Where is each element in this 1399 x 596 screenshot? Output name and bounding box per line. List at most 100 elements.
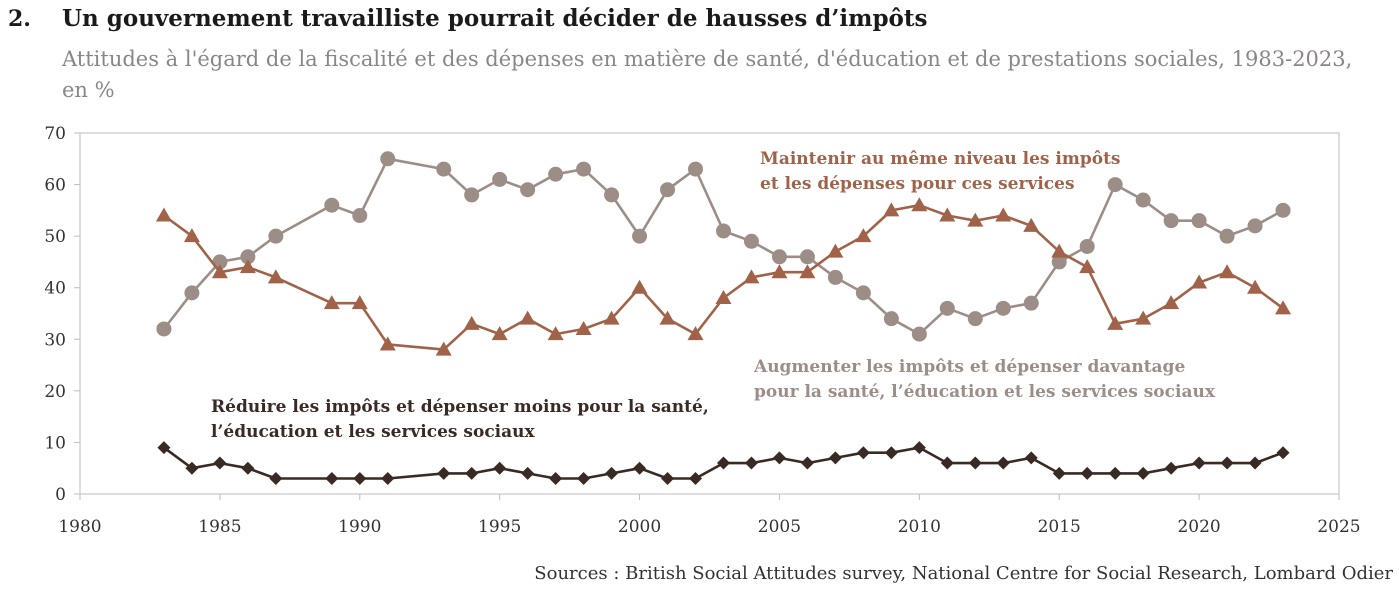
data-point	[492, 171, 508, 187]
data-point	[631, 279, 648, 294]
data-point	[1275, 300, 1292, 315]
series-layer	[155, 151, 1292, 486]
data-point	[1135, 310, 1152, 325]
data-point	[604, 187, 620, 203]
data-point	[715, 290, 732, 305]
data-point	[240, 249, 256, 265]
y-tick-label: 20	[44, 382, 66, 402]
data-point	[1248, 456, 1262, 470]
data-point	[855, 228, 872, 243]
data-point	[939, 300, 955, 316]
data-point	[437, 466, 451, 480]
data-point	[940, 456, 954, 470]
data-point	[157, 441, 171, 455]
y-tick-label: 30	[44, 330, 66, 350]
data-point	[1023, 295, 1039, 311]
data-point	[1219, 228, 1235, 244]
data-point	[689, 472, 703, 486]
series-label-line: et les dépenses pour ces services	[760, 174, 1075, 194]
data-point	[1191, 274, 1208, 289]
data-point	[381, 472, 395, 486]
data-point	[659, 310, 676, 325]
data-point	[996, 456, 1010, 470]
source-note: Sources : British Social Attitudes surve…	[534, 563, 1393, 584]
series-label-triangle: Maintenir au même niveau les impôts et le…	[760, 149, 1121, 194]
data-point	[1164, 461, 1178, 475]
data-point	[576, 161, 592, 177]
data-point	[661, 472, 675, 486]
data-point	[435, 341, 452, 356]
data-point	[1163, 295, 1180, 310]
axes: 0 10 20 30 40 50 60 70 1980 1985 1990 1995 2000 2005 2…	[44, 124, 1360, 537]
y-tick-label: 0	[55, 485, 66, 505]
data-point	[184, 285, 200, 301]
data-point	[856, 446, 870, 460]
series-label-diamond: Réduire les impôts et dépenser moins pou…	[211, 397, 709, 442]
data-point	[743, 233, 759, 249]
data-point	[491, 326, 508, 341]
data-point	[1108, 466, 1122, 480]
x-tick-label: 1995	[478, 517, 521, 537]
data-point	[1052, 466, 1066, 480]
x-tick-label: 2025	[1317, 517, 1360, 537]
data-point	[1163, 213, 1179, 229]
series-label-line: Réduire les impôts et dépenser moins pou…	[211, 397, 709, 417]
data-point	[267, 269, 284, 284]
data-point	[268, 228, 284, 244]
data-point	[744, 456, 758, 470]
x-tick-label: 2005	[758, 517, 801, 537]
data-point	[549, 472, 563, 486]
data-point	[715, 223, 731, 239]
data-point	[827, 243, 844, 258]
x-tick-label: 1985	[198, 517, 241, 537]
data-point	[605, 466, 619, 480]
data-point	[1191, 213, 1207, 229]
series-label-line: l’éducation et les services sociaux	[211, 422, 536, 442]
x-tick-label: 2020	[1177, 517, 1220, 537]
data-point	[716, 456, 730, 470]
data-point	[1247, 279, 1264, 294]
series-label-line: Maintenir au même niveau les impôts	[760, 149, 1121, 169]
data-point	[436, 161, 452, 177]
data-point	[743, 269, 760, 284]
data-point	[632, 228, 648, 244]
data-point	[520, 182, 536, 198]
data-point	[324, 197, 340, 213]
data-point	[1107, 315, 1124, 330]
data-point	[1051, 254, 1067, 270]
data-point	[912, 441, 926, 455]
data-point	[241, 461, 255, 475]
x-tick-label: 1990	[338, 517, 381, 537]
data-point	[772, 451, 786, 465]
series-label-line: pour la santé, l’éducation et les servic…	[754, 382, 1216, 402]
data-point	[967, 212, 984, 227]
data-point	[1079, 238, 1095, 254]
data-point	[155, 207, 172, 222]
x-tick-label: 2010	[898, 517, 941, 537]
data-point	[687, 326, 704, 341]
data-point	[323, 295, 340, 310]
data-point	[521, 466, 535, 480]
data-point	[1220, 456, 1234, 470]
data-point	[827, 269, 843, 285]
data-point	[239, 259, 256, 274]
data-point	[883, 202, 900, 217]
chart-subtitle: Attitudes à l'égard de la fiscalité et d…	[62, 47, 1353, 102]
data-point	[379, 336, 396, 351]
x-tick-label: 1980	[58, 517, 101, 537]
data-point	[575, 320, 592, 335]
data-point	[603, 310, 620, 325]
x-tick-label: 2015	[1038, 517, 1081, 537]
data-point	[465, 466, 479, 480]
x-tick-label: 2000	[618, 517, 661, 537]
plot-frame	[79, 132, 1340, 495]
chart-title: Un gouvernement travailliste pourrait dé…	[62, 5, 928, 32]
data-point	[967, 311, 983, 327]
y-tick-label: 10	[44, 433, 66, 453]
data-point	[463, 315, 480, 330]
data-point	[464, 187, 480, 203]
data-point	[493, 461, 507, 475]
data-point	[1275, 202, 1291, 218]
data-point	[855, 285, 871, 301]
